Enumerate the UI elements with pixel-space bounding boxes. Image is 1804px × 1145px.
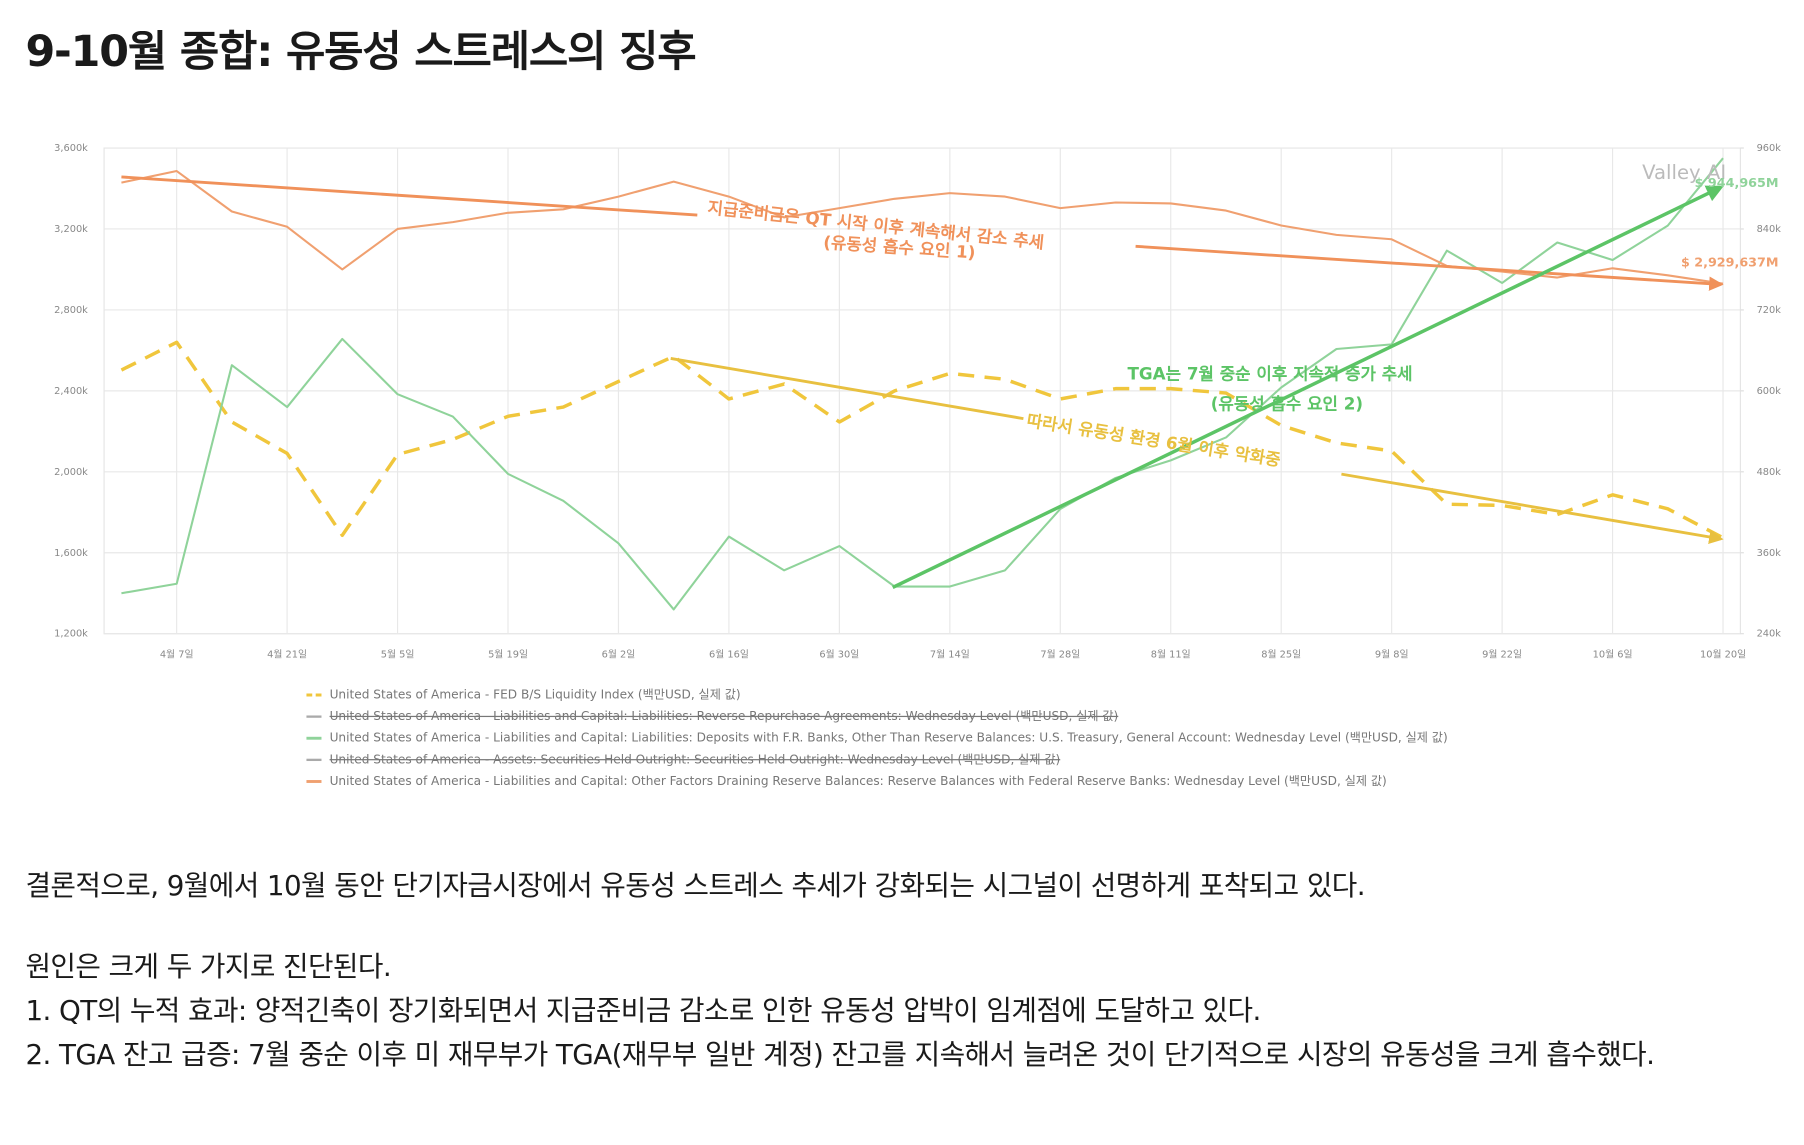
y-tick-label: 1,200k: [54, 629, 88, 640]
annotation: (유동성 흡수 요인 2): [1211, 394, 1363, 414]
legend-label: United States of America - Liabilities a…: [330, 774, 1387, 788]
plot: 1,200k 1,600k 2,000k 2,400k 2,800k 3,200k 3,60…: [54, 143, 1781, 661]
y-tick-label: 3,600k: [54, 143, 88, 154]
legend-label: United States of America - Liabilities a…: [330, 709, 1119, 723]
x-tick-label: 4월 7일: [160, 649, 194, 661]
y2-tick-label: 480k: [1757, 467, 1782, 478]
y-tick-label: 2,800k: [54, 305, 88, 316]
x-tick-label: 8월 25일: [1261, 649, 1301, 661]
x-tick-label: 5월 5일: [381, 649, 415, 661]
x-tick-label: 9월 8일: [1375, 649, 1409, 661]
list-item: 1. QT의 누적 효과: 양적긴축이 장기화되면서 지급준비금 감소로 인한 …: [25, 994, 1261, 1027]
x-tick-label: 9월 22일: [1482, 649, 1522, 661]
x-tick-label: 5월 19일: [488, 649, 528, 661]
series-line: [121, 157, 1724, 611]
x-tick-label: 6월 2일: [602, 649, 636, 661]
x-tick-label: 7월 14일: [930, 649, 970, 661]
y-tick-label: 2,000k: [54, 467, 88, 478]
x-tick-label: 8월 11일: [1151, 649, 1191, 661]
chart: 1,200k 1,600k 2,000k 2,400k 2,800k 3,200k 3,60…: [54, 143, 1781, 788]
x-tick-label: 10월 20일: [1700, 649, 1746, 661]
data-label: $ 944,965M: [1695, 175, 1779, 190]
series-line: [120, 340, 1724, 540]
y2-tick-label: 840k: [1757, 224, 1782, 235]
page-title: 9-10월 종합: 유동성 스트레스의 징후: [25, 26, 696, 77]
legend-label: United States of America - Assets: Secur…: [330, 752, 1061, 766]
data-label: $ 2,929,637M: [1681, 254, 1779, 269]
x-tick-label: 6월 16일: [709, 649, 749, 661]
trend-arrow: [891, 185, 1724, 590]
x-tick-label: 7월 28일: [1040, 649, 1080, 661]
legend-label: United States of America - FED B/S Liqui…: [330, 687, 741, 701]
body-text: 원인은 크게 두 가지로 진단된다. 1. QT의 누적 효과: 양적긴축이 장…: [25, 945, 1783, 1077]
trend-arrow: [1135, 244, 1724, 291]
y2-tick-label: 360k: [1757, 548, 1782, 559]
y-tick-label: 2,400k: [54, 386, 88, 397]
trend-arrow: [670, 357, 1024, 421]
trend-arrow: [1341, 472, 1724, 545]
trend-arrow: [121, 175, 698, 217]
x-tick-label: 10월 6일: [1593, 649, 1633, 661]
y2-tick-label: 960k: [1757, 143, 1782, 154]
paragraph: 결론적으로, 9월에서 10월 동안 단기자금시장에서 유동성 스트레스 추세가…: [25, 869, 1365, 902]
y-tick-label: 1,600k: [54, 548, 88, 559]
y2-tick-label: 720k: [1757, 305, 1782, 316]
watermark: Valley AI: [1642, 161, 1726, 184]
y2-tick-label: 240k: [1757, 629, 1782, 640]
y2-tick-label: 600k: [1757, 386, 1782, 397]
x-tick-label: 6월 30일: [819, 649, 859, 661]
list-item: 2. TGA 잔고 급증: 7월 중순 이후 미 재무부가 TGA(재무부 일반…: [25, 1038, 1655, 1071]
paragraph: 원인은 크게 두 가지로 진단된다.: [25, 950, 392, 983]
annotation: TGA는 7월 중순 이후 지속적 증가 추세: [1127, 364, 1412, 384]
x-tick-label: 4월 21일: [267, 649, 307, 661]
y-tick-label: 3,200k: [54, 224, 88, 235]
legend-label: United States of America - Liabilities a…: [330, 731, 1448, 745]
